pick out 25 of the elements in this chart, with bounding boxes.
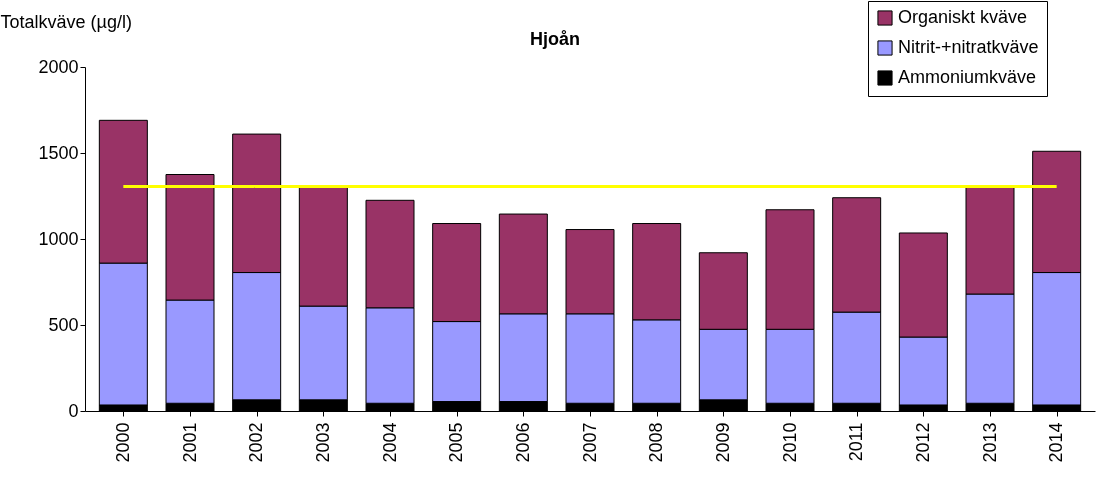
y-tick-label: 1000 — [38, 228, 79, 249]
y-tick-label: 500 — [48, 314, 79, 335]
x-tick-label: 2001 — [179, 422, 200, 463]
legend-label: Nitrit-+nitratkväve — [898, 37, 1039, 57]
x-tick-label: 2004 — [379, 422, 400, 463]
chart-title: Hjoån — [529, 29, 581, 49]
y-tick-label: 1500 — [38, 142, 79, 163]
x-tick-label: 2003 — [312, 422, 333, 463]
x-tick-label: 2014 — [1046, 422, 1067, 463]
x-tick-label: 2007 — [579, 422, 600, 463]
x-tick-label: 2005 — [446, 422, 467, 463]
x-tick-label: 2000 — [112, 422, 133, 463]
x-tick-label: 2013 — [979, 422, 1000, 463]
x-tick-label: 2012 — [912, 422, 933, 463]
x-tick-label: 2011 — [846, 422, 867, 462]
x-tick-label: 2010 — [779, 422, 800, 463]
x-tick-label: 2006 — [512, 422, 533, 463]
legend-label: Ammoniumkväve — [898, 67, 1037, 87]
y-axis-title: Totalkväve (µg/l) — [0, 11, 132, 32]
x-tick-label: 2002 — [246, 422, 267, 463]
x-tick-label: 2008 — [646, 422, 667, 463]
x-tick-label: 2009 — [712, 422, 733, 463]
legend-label: Organiskt kväve — [898, 7, 1028, 27]
y-tick-label: 2000 — [38, 56, 79, 77]
y-tick-label: 0 — [68, 400, 79, 421]
